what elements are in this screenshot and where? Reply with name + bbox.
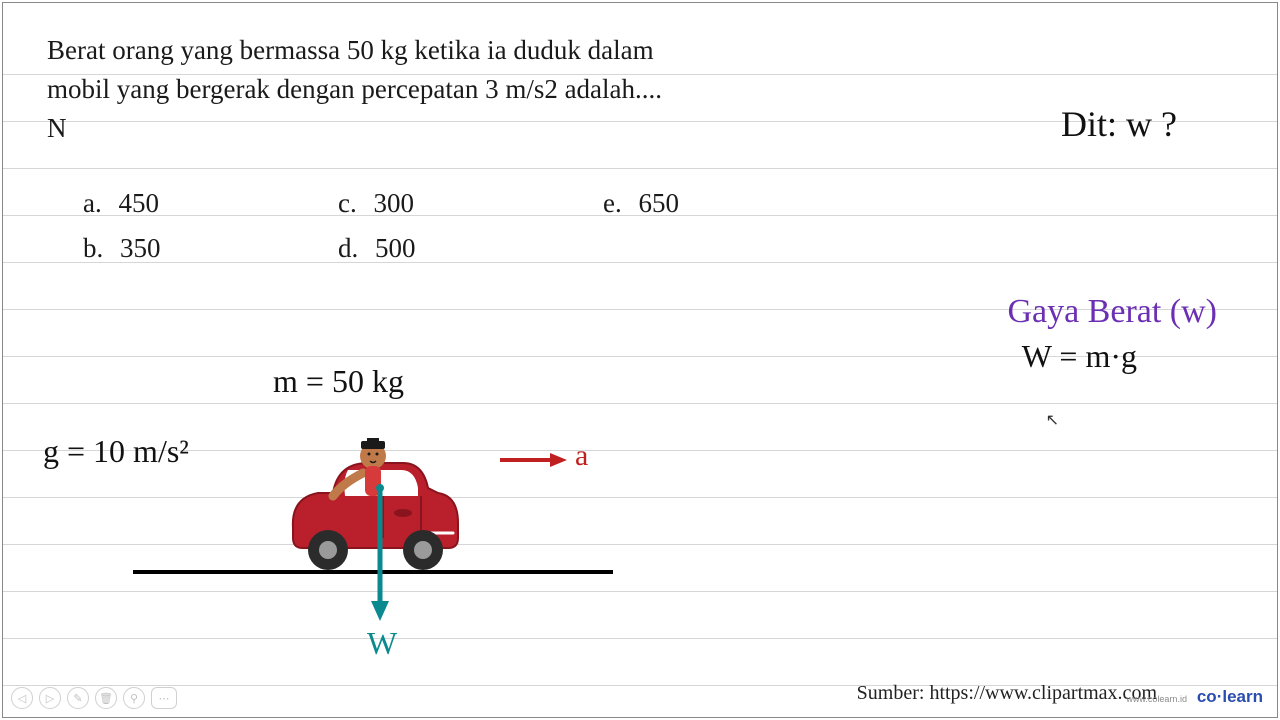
acceleration-arrow: a [495, 445, 615, 490]
option-e[interactable]: e. 650 [603, 188, 679, 219]
page: Berat orang yang bermassa 50 kg ketika i… [2, 2, 1278, 718]
question-line-3: N [47, 109, 662, 148]
gravity-label: g = 10 m/s² [43, 433, 189, 470]
trash-icon[interactable]: 🗑 [95, 687, 117, 709]
edit-icon[interactable]: ✎ [67, 687, 89, 709]
gaya-berat-formula: W = m·g [1022, 338, 1137, 375]
weight-label: W [367, 625, 397, 662]
colearn-brand: www.colearn.id co·learn [1126, 687, 1263, 707]
option-d[interactable]: d. 500 [338, 233, 416, 264]
player-controls: ◁ ▷ ✎ 🗑 ⚲ ⋯ [11, 687, 177, 709]
option-a-letter: a. [83, 188, 102, 218]
acceleration-label: a [575, 439, 588, 473]
option-b[interactable]: b. 350 [83, 233, 161, 264]
option-a[interactable]: a. 450 [83, 188, 159, 219]
mass-label: m = 50 kg [273, 363, 404, 400]
weight-arrow: W [365, 483, 405, 638]
option-c-letter: c. [338, 188, 357, 218]
source-credit: Sumber: https://www.clipartmax.com [857, 682, 1157, 705]
option-e-value: 650 [638, 188, 679, 218]
option-b-letter: b. [83, 233, 103, 263]
gaya-berat-title: Gaya Berat (w) [1007, 293, 1217, 331]
option-c-value: 300 [373, 188, 414, 218]
colearn-learn: learn [1222, 687, 1263, 706]
more-icon[interactable]: ⋯ [151, 687, 177, 709]
option-d-value: 500 [375, 233, 416, 263]
option-e-letter: e. [603, 188, 622, 218]
dit-label: Dit: w ? [1061, 103, 1177, 145]
prev-icon[interactable]: ◁ [11, 687, 33, 709]
diagram-area: m = 50 kg g = 10 m/s² [43, 343, 643, 663]
cursor-icon: ↖ [1046, 410, 1059, 430]
option-a-value: 450 [118, 188, 159, 218]
colearn-url: www.colearn.id [1126, 694, 1187, 704]
play-icon[interactable]: ▷ [39, 687, 61, 709]
option-b-value: 350 [120, 233, 161, 263]
question-line-1: Berat orang yang bermassa 50 kg ketika i… [47, 31, 662, 70]
colearn-co: co [1197, 687, 1217, 706]
question-line-2: mobil yang bergerak dengan percepatan 3 … [47, 70, 662, 109]
question-text: Berat orang yang bermassa 50 kg ketika i… [47, 31, 662, 148]
zoom-icon[interactable]: ⚲ [123, 687, 145, 709]
option-d-letter: d. [338, 233, 358, 263]
option-c[interactable]: c. 300 [338, 188, 414, 219]
